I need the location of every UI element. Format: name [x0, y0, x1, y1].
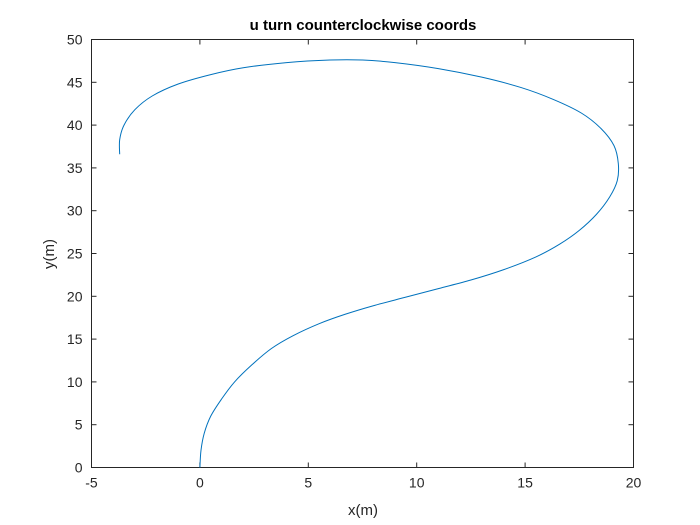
y-tick-label: 10	[67, 374, 83, 390]
y-tick-label: 50	[67, 32, 83, 48]
x-axis: -5 0 5 10 15 20	[85, 39, 642, 491]
y-axis-label: y(m)	[41, 239, 58, 269]
x-tick-label: 15	[517, 475, 533, 491]
y-tick-label: 0	[75, 460, 83, 476]
y-tick-label: 30	[67, 203, 83, 219]
y-tick-label: 25	[67, 246, 83, 262]
x-axis-label: x(m)	[348, 502, 378, 519]
chart-title: u turn counterclockwise coords	[250, 17, 477, 34]
y-tick-label: 5	[75, 417, 83, 433]
x-tick-label: 5	[304, 475, 312, 491]
y-tick-label: 15	[67, 331, 83, 347]
y-tick-label: 20	[67, 288, 83, 304]
series-line	[118, 59, 620, 468]
x-tick-label: 10	[409, 475, 425, 491]
y-tick-label: 45	[67, 74, 83, 90]
y-tick-label: 40	[67, 117, 83, 133]
x-tick-label: 20	[626, 475, 642, 491]
y-tick-label: 35	[67, 160, 83, 176]
x-tick-label: 0	[196, 475, 204, 491]
plot-area	[91, 39, 634, 468]
y-axis: 0 5 10 15 20 25 30 35 40 45 50	[67, 32, 634, 476]
x-tick-label: -5	[85, 475, 98, 491]
